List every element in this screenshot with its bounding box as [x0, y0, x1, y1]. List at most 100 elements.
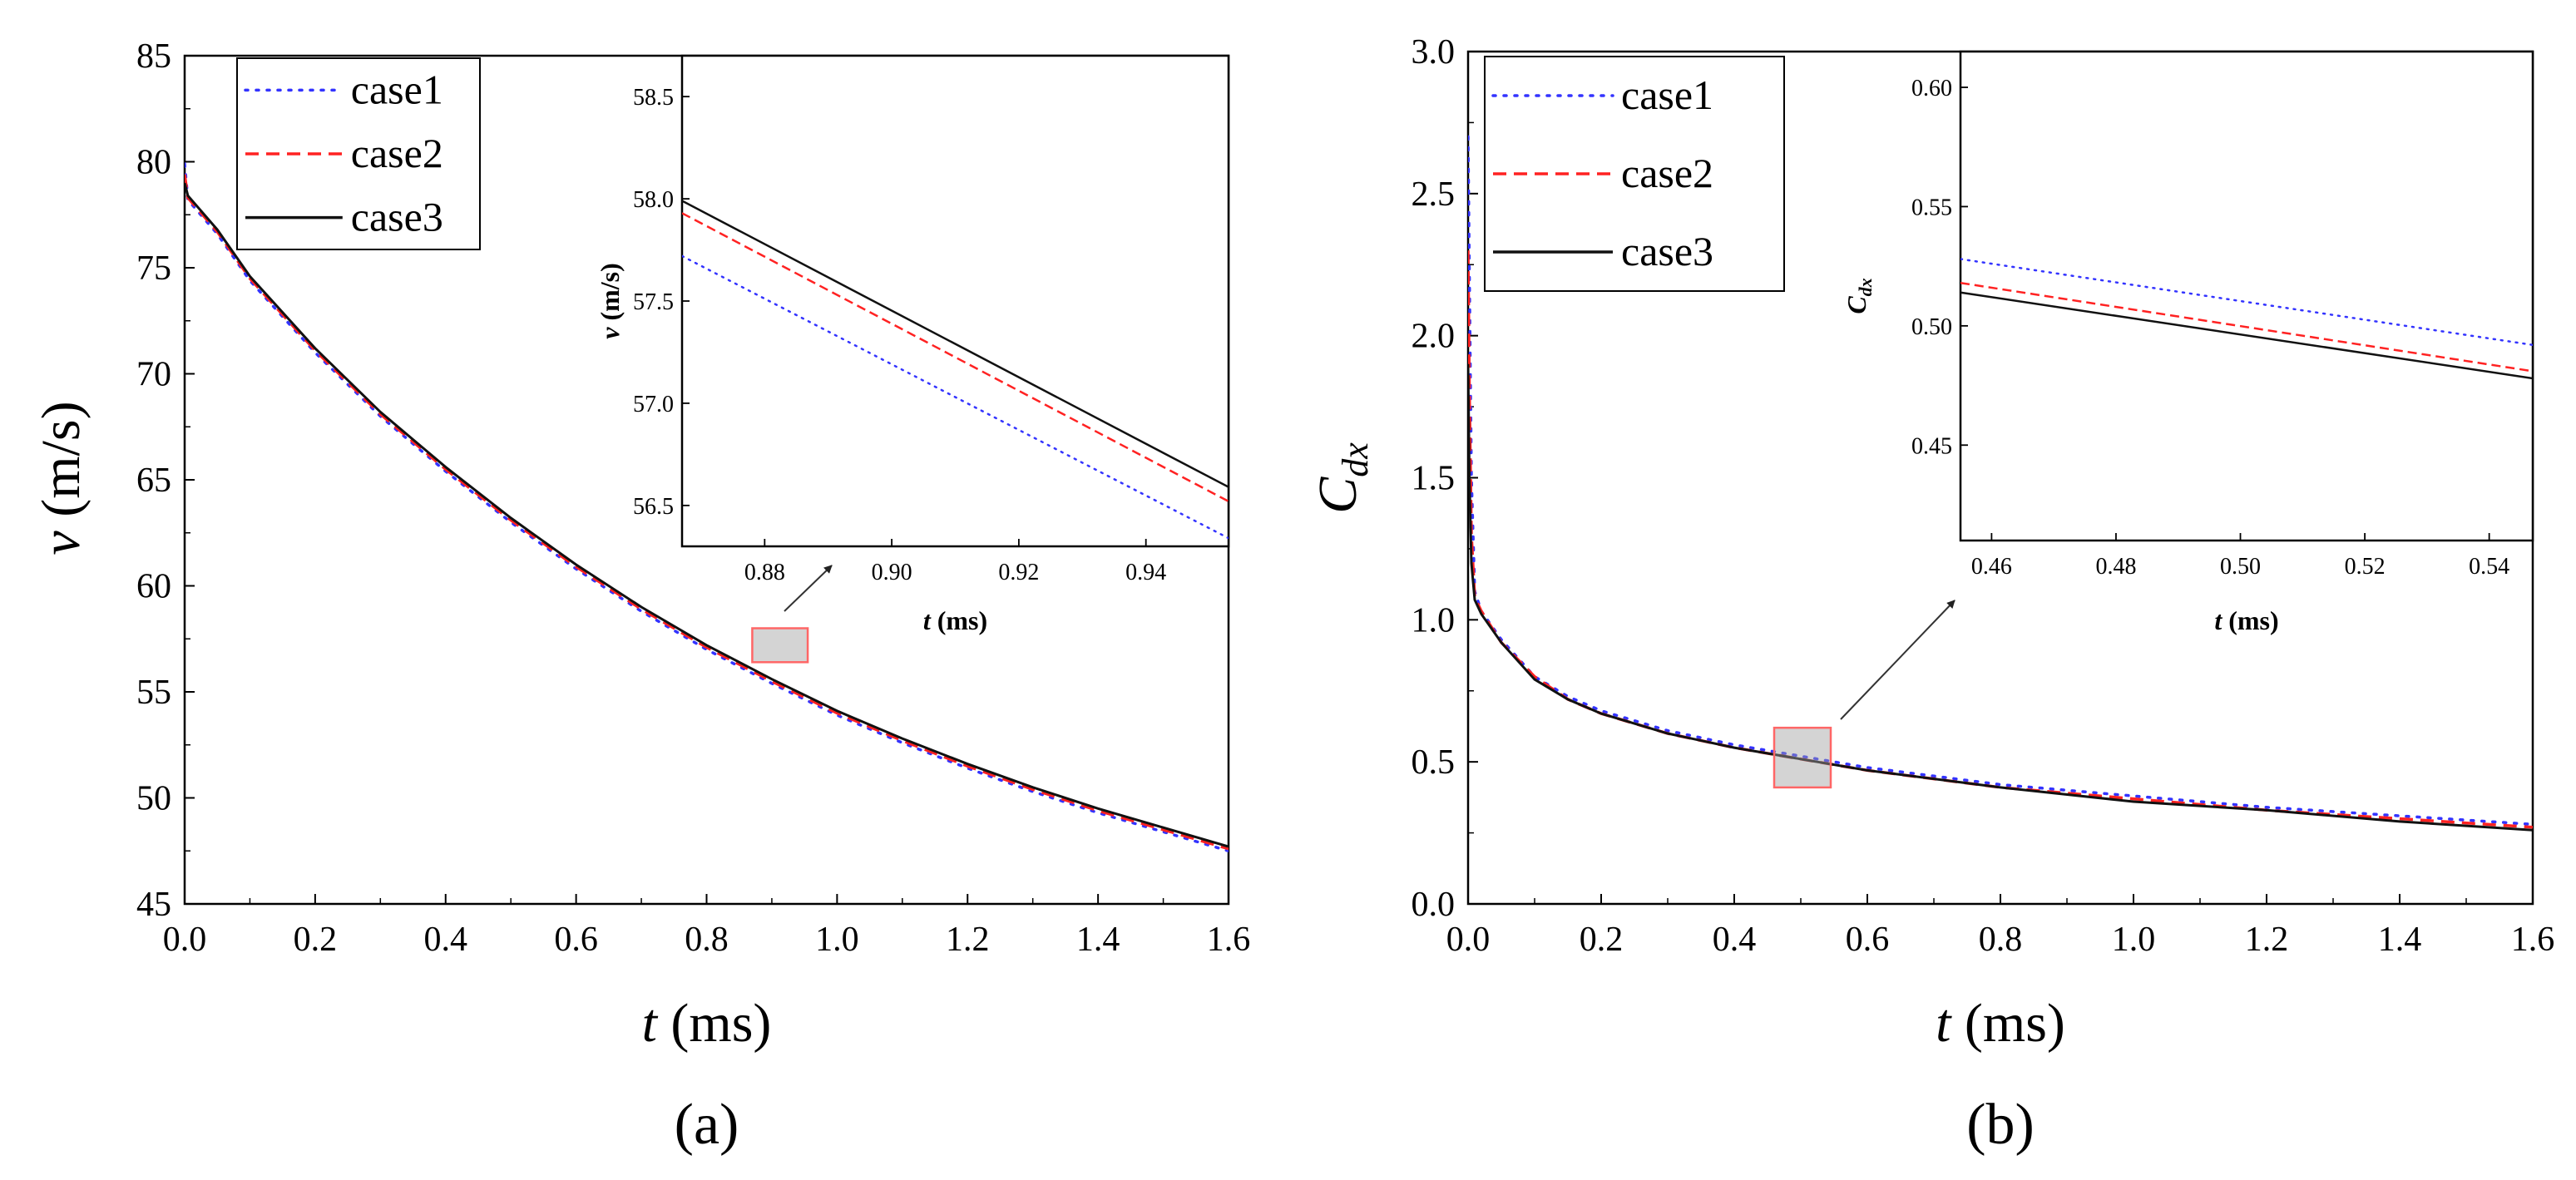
inset-series-line-case3 — [682, 200, 1229, 488]
zoom-box — [1773, 726, 1832, 789]
x-tick-label: 1.4 — [1076, 921, 1120, 959]
y-tick-label: 75 — [136, 249, 171, 288]
series-line-case3 — [185, 182, 1229, 848]
x-tick-label: 0.2 — [294, 921, 338, 959]
x-tick-label: 0.6 — [554, 921, 598, 959]
chart-b: 0.0 0.2 0.4 0.6 0.8 1.0 1.2 1.4 1.6 0.0 0.5 1.0 1.5 2… — [1308, 33, 2554, 1157]
legend-label-case1: case1 — [351, 66, 443, 112]
inset-x-tick-label: 0.48 — [2095, 554, 2136, 580]
inset-x-tick-label: 0.50 — [2220, 554, 2261, 580]
y-tick-label: 3.0 — [1412, 33, 1456, 72]
inset-x-tick-label: 0.92 — [998, 560, 1039, 585]
x-tick-label: 1.2 — [946, 921, 990, 959]
legend-label-case1: case1 — [1621, 72, 1713, 118]
y-tick-label: 80 — [136, 144, 171, 182]
inset: 0.46 0.48 0.50 0.52 0.54 0.45 0.50 0.55 0.60 t (m… — [1842, 50, 2534, 635]
y-axis-label: Cdx — [1308, 442, 1376, 514]
x-tick-label: 1.6 — [2511, 921, 2555, 959]
y-tick-label: 2.5 — [1412, 175, 1456, 214]
legend: case1 case2 case3 — [236, 57, 481, 250]
x-tick-label: 0.8 — [1979, 921, 2023, 959]
inset-series-line-case2 — [1960, 281, 2533, 373]
zoom-arrow — [784, 565, 833, 612]
panel-label: (b) — [1966, 1093, 2035, 1157]
inset-x-label: t (ms) — [923, 605, 987, 635]
inset-x-tick-label: 0.54 — [2469, 554, 2509, 580]
chart-a: 0.0 0.2 0.4 0.6 0.8 1.0 1.2 1.4 1.6 45 50 55 60 65 70 7… — [31, 37, 1250, 1157]
legend-label-case3: case3 — [351, 194, 443, 240]
inset-x-label: t (ms) — [2214, 605, 2278, 635]
inset-y-tick-label: 0.45 — [1911, 433, 1952, 459]
inset-frame — [680, 54, 1230, 548]
inset-series-line-case2 — [682, 212, 1229, 503]
y-tick-label: 55 — [136, 674, 171, 712]
y-tick-label: 0.5 — [1412, 743, 1456, 782]
inset-x-tick-label: 0.94 — [1125, 560, 1166, 585]
legend-label-case3: case3 — [1621, 228, 1713, 274]
y-tick-label: 65 — [136, 462, 171, 500]
y-tick-label: 70 — [136, 356, 171, 394]
x-tick-label: 0.0 — [1446, 921, 1491, 959]
y-tick-label: 0.0 — [1412, 886, 1456, 924]
inset-x-tick-label: 0.52 — [2345, 554, 2386, 580]
inset-x-tick-label: 0.88 — [744, 560, 785, 585]
y-axis-var: C — [1308, 476, 1368, 514]
x-axis-unit: (ms) — [1951, 993, 2064, 1054]
x-tick-label: 1.6 — [1207, 921, 1251, 959]
x-tick-label: 1.2 — [2245, 921, 2289, 959]
y-axis-label: v (m/s) — [31, 401, 91, 555]
legend: case1 case2 case3 — [1484, 56, 1785, 292]
x-tick-label: 0.0 — [163, 921, 207, 959]
inset: 0.88 0.90 0.92 0.94 56.5 57.0 57.5 58.0 58.5 t (m… — [595, 54, 1230, 635]
inset-y-tick-label: 0.55 — [1911, 195, 1952, 220]
inset-y-tick-label: 57.5 — [633, 289, 674, 315]
legend-label-case2: case2 — [351, 130, 443, 176]
x-axis-var: t — [1936, 993, 1952, 1054]
x-tick-label: 1.0 — [815, 921, 859, 959]
inset-series-line-case1 — [1960, 258, 2533, 347]
x-tick-label: 0.4 — [424, 921, 468, 959]
inset-x-unit: (ms) — [931, 605, 987, 635]
inset-y-unit: (m/s) — [595, 263, 625, 327]
panel-label: (a) — [675, 1093, 739, 1157]
y-tick-label: 60 — [136, 568, 171, 606]
y-tick-label: 2.0 — [1412, 318, 1456, 356]
series-line-case1 — [185, 162, 1229, 853]
inset-y-label: Cdx — [1842, 278, 1876, 314]
inset-y-tick-label: 0.50 — [1911, 314, 1952, 340]
x-axis-unit: (ms) — [657, 993, 771, 1054]
legend-label-case2: case2 — [1621, 150, 1713, 196]
x-tick-label: 0.8 — [685, 921, 729, 959]
y-tick-label: 1.0 — [1412, 601, 1456, 639]
y-tick-label: 45 — [136, 886, 171, 924]
inset-y-tick-label: 58.0 — [633, 187, 674, 213]
y-axis-subscript: dx — [1335, 442, 1376, 477]
x-axis-label: t (ms) — [1936, 993, 2065, 1054]
inset-x-tick-label: 0.90 — [872, 560, 912, 585]
x-axis-label: t (ms) — [642, 993, 772, 1054]
inset-series-line-case1 — [682, 254, 1229, 540]
inset-x-var: t — [2214, 605, 2222, 635]
x-tick-label: 0.4 — [1713, 921, 1757, 959]
x-tick-label: 0.2 — [1580, 921, 1624, 959]
inset-y-subscript: dx — [1855, 278, 1876, 296]
inset-x-tick-label: 0.46 — [1971, 554, 2012, 580]
inset-y-tick-label: 56.5 — [633, 494, 674, 520]
inset-y-label: v (m/s) — [595, 263, 625, 339]
inset-y-var: v — [595, 327, 625, 339]
inset-frame — [1959, 50, 2534, 542]
inset-y-tick-label: 58.5 — [633, 85, 674, 111]
x-tick-label: 1.0 — [2112, 921, 2156, 959]
series-line-case3 — [1468, 363, 2533, 832]
inset-x-var: t — [923, 605, 932, 635]
x-tick-label: 1.4 — [2378, 921, 2422, 959]
y-tick-label: 50 — [136, 780, 171, 818]
inset-x-unit: (ms) — [2222, 605, 2278, 635]
y-tick-label: 1.5 — [1412, 460, 1456, 498]
inset-y-tick-label: 57.0 — [633, 392, 674, 417]
y-tick-label: 85 — [136, 37, 171, 76]
x-axis-var: t — [642, 993, 659, 1054]
inset-y-var: C — [1842, 296, 1871, 314]
series-line-case2 — [185, 174, 1229, 851]
